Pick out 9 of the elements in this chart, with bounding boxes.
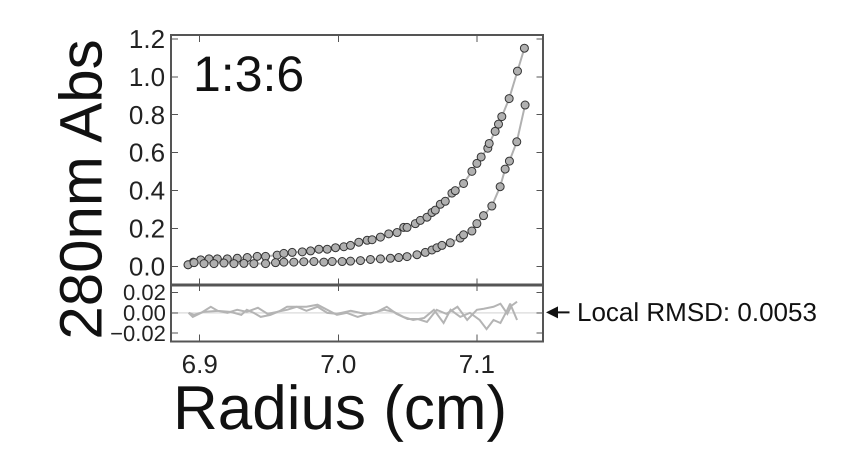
- y-tick-label: 1.0: [128, 62, 166, 92]
- y-tick-label: 0.6: [128, 138, 166, 168]
- y-tick-label: 1.2: [128, 24, 166, 54]
- y-tick-label: 0.0: [128, 251, 166, 282]
- y-tick-label: 0.2: [128, 213, 166, 244]
- text: Local RMSD: 0.0053: [577, 297, 817, 327]
- y-tick-label: 0.4: [128, 176, 166, 206]
- annotation: 1:3:6: [193, 46, 304, 102]
- y-tick-label: 0.8: [128, 100, 166, 130]
